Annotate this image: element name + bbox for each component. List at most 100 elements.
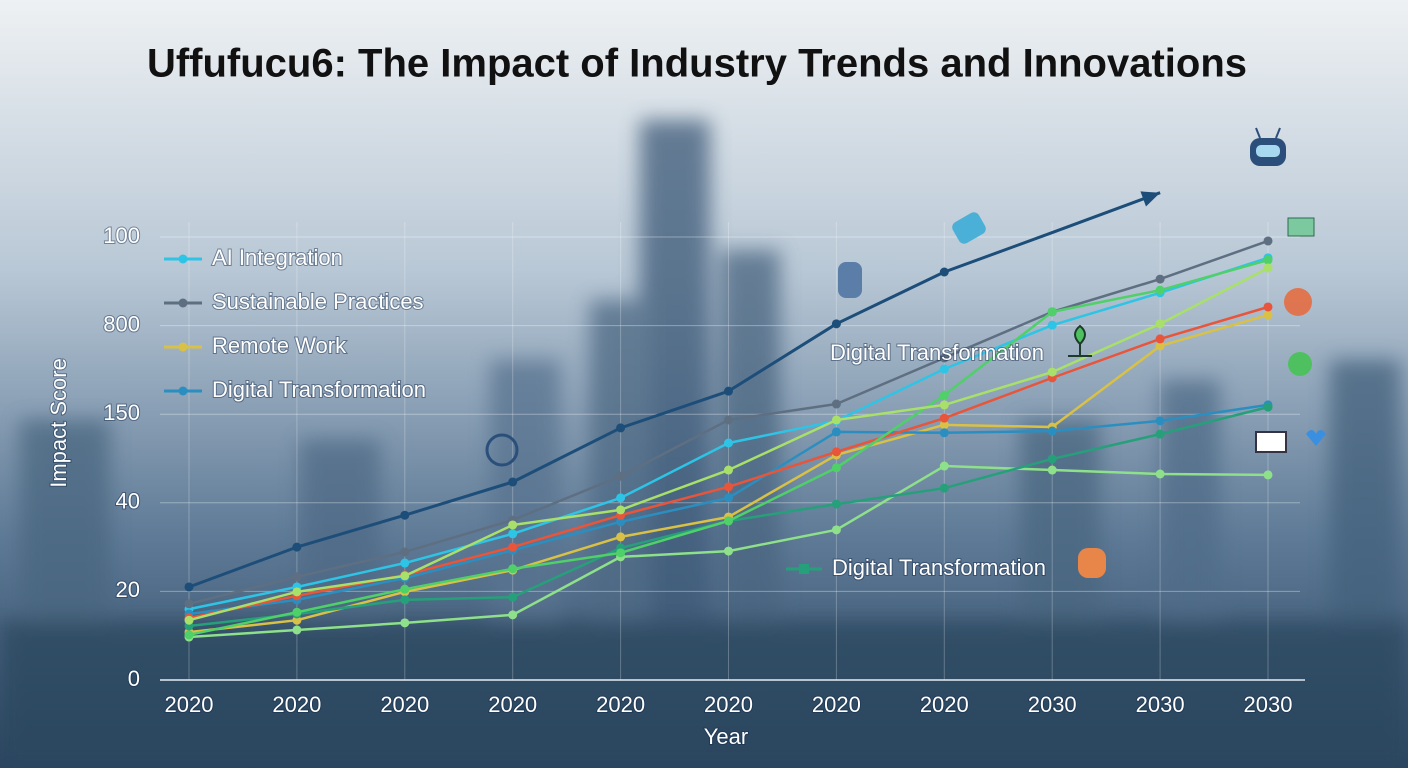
legend-marker [178,298,188,308]
data-point [1155,469,1165,479]
y-tick-label: 150 [103,400,140,425]
data-point [1047,320,1057,330]
data-point [508,592,518,602]
data-point [1263,402,1273,412]
data-point [724,546,733,556]
data-point [1155,274,1165,284]
data-point [508,477,518,487]
annotation: Digital Transformation [832,555,1046,580]
x-tick-label: 2020 [165,692,214,717]
hands-icon [485,433,519,467]
x-tick-label: 2030 [1244,692,1293,717]
data-point [831,399,841,409]
x-tick-label: 2020 [380,692,429,717]
data-point [508,564,518,574]
robot-icon [1250,127,1286,166]
x-tick-label: 2020 [596,692,645,717]
data-point [724,438,733,448]
data-point [939,461,949,471]
data-point [292,542,302,552]
data-point [939,483,949,493]
y-tick-label: 0 [128,666,140,691]
data-point [292,625,302,635]
data-point [1047,307,1057,317]
data-point [616,548,626,558]
satellite-icon [952,212,986,244]
data-point [184,615,194,625]
legend-marker [178,342,188,352]
data-point [184,599,194,609]
y-axis-label: Impact Score [46,358,71,488]
x-tick-label: 2020 [488,692,537,717]
data-point [1263,236,1273,246]
x-axis-label: Year [704,724,748,749]
data-point [1047,426,1057,436]
data-point [1155,285,1165,295]
data-point [1047,454,1057,464]
data-point [1263,255,1273,265]
chart-icon [1287,217,1315,237]
data-point [939,420,949,430]
icons [485,127,1326,578]
y-tick-label: 20 [116,577,140,602]
data-point [616,532,626,542]
data-point [616,471,626,481]
y-tick-label: 800 [103,311,140,336]
data-point [939,400,949,410]
data-point [400,618,410,628]
data-point [184,630,194,640]
series-line [188,191,1161,589]
data-point [1155,416,1165,426]
data-point [616,493,626,503]
data-point [939,353,949,363]
data-point [831,525,841,535]
data-point [616,505,626,515]
data-point [1263,263,1273,273]
data-point [292,587,302,597]
data-point [508,529,518,539]
data-point [400,547,410,557]
y-tick-label: 40 [116,489,140,514]
data-point [400,558,410,568]
data-point [400,510,410,520]
data-point [292,572,302,582]
data-point [616,517,626,527]
data-point [1155,319,1165,329]
annotation-marker [799,564,809,574]
chart-title: Uffufucu6: The Impact of Industry Trends… [147,42,1247,86]
laptop-icon [1255,430,1326,453]
legend-label: Sustainable Practices [212,289,424,314]
x-tick-label: 2020 [812,692,861,717]
data-point [724,493,733,503]
data-point [939,267,949,277]
annotation: Digital Transformation [830,340,1044,365]
x-tick-label: 2020 [704,692,753,717]
data-point [1263,310,1273,320]
data-point [939,428,949,438]
x-tick-label: 2030 [1136,692,1185,717]
robot-icon [838,262,862,298]
data-point [292,607,302,617]
x-tick-label: 2020 [272,692,321,717]
data-point [939,413,949,423]
legend-label: AI Integration [212,245,343,270]
data-point [724,482,733,492]
data-point [400,595,410,605]
data-point [1047,465,1057,475]
legend-marker [178,386,188,396]
data-point [1155,334,1165,344]
plot: 0 20 40 150 800 100 2020 2020 2020 2020 2020 2020 20… [102,191,1300,718]
data-point [831,427,841,437]
data-point [292,615,302,625]
legend-marker [178,254,188,264]
data-point [400,584,410,594]
data-point [508,520,518,530]
person-icon [1078,548,1106,578]
data-point [616,423,626,433]
data-point [724,415,733,425]
plant-icon [1068,324,1092,357]
data-point [831,499,841,509]
legend-label: Remote Work [212,333,347,358]
data-point [724,465,733,475]
